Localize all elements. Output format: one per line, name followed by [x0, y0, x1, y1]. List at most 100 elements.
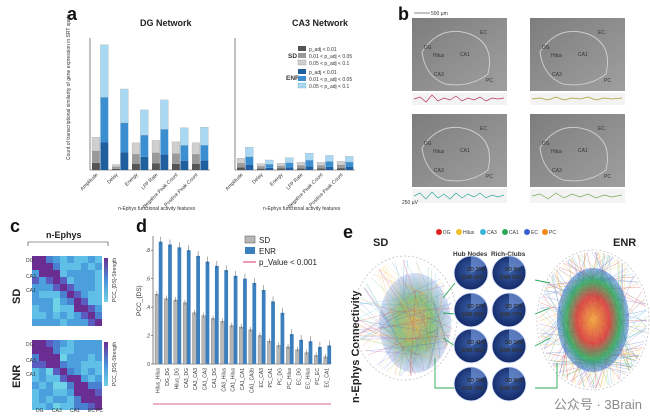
- sd-edge: [392, 262, 411, 293]
- sd-edge: [394, 261, 404, 299]
- sd-edge: [384, 265, 404, 298]
- e-legend-dg: DG: [443, 230, 451, 236]
- heatmap-cell: [95, 361, 102, 368]
- heatmap-cell: [67, 284, 74, 291]
- panel-d-chart: PCC_{DS} 0 .2 .4 .6 .8 Hilus_Hilus DG_DG Hilus…: [136, 235, 332, 405]
- heatmap-cell: [81, 256, 88, 263]
- slice-1-region-pc: PC: [486, 78, 493, 84]
- heatmap-cell: [81, 361, 88, 368]
- slice-3-trace: [413, 191, 505, 200]
- legend-dot-ec: [524, 229, 530, 235]
- e-stat-top: SD 57%: [467, 304, 486, 310]
- heatmap-cell: [53, 284, 60, 291]
- panel-label-a: a: [67, 4, 78, 24]
- slice-2-region-ec: EC: [598, 30, 605, 36]
- heatmap-cell: [32, 319, 39, 326]
- heatmap-cell: [95, 263, 102, 270]
- a-bar-enr-seg: [160, 154, 169, 170]
- slice-2-trace: [531, 96, 623, 101]
- a-bar-enr-seg: [180, 160, 189, 170]
- e-stat-bottom: ENR 90%: [462, 275, 485, 281]
- heatmap-cell: [67, 263, 74, 270]
- heatmap-cell: [32, 284, 39, 291]
- panel-a-ylabel: Count of transcriptional similarity of g…: [66, 14, 72, 160]
- heatmap-cell: [95, 389, 102, 396]
- heatmap-cell: [39, 270, 46, 277]
- sd-edge: [370, 277, 436, 340]
- heatmap-cell: [32, 305, 39, 312]
- slice-4-region-ca3: CA3: [552, 168, 562, 174]
- d-xtick-label: EC_Hilus: [306, 368, 312, 389]
- slice-3: DG Hilus CA3 CA1 EC PC 250 µV: [402, 114, 507, 206]
- heatmap-cell: [67, 319, 74, 326]
- a-bar-enr-seg: [120, 152, 129, 170]
- a-bar-enr-seg: [305, 160, 314, 167]
- a-bar-sd-seg: [236, 158, 246, 164]
- a-bar-enr-seg: [200, 127, 209, 146]
- legend-sd-label: SD: [288, 53, 297, 60]
- heatmap-cell: [53, 382, 60, 389]
- e-stat-top: SD 34%: [505, 340, 524, 346]
- heatmap-cell: [46, 291, 53, 298]
- heatmap-cell: [60, 312, 67, 319]
- heatmap-cell: [88, 375, 95, 382]
- e-stat-bottom: ENR 66%: [500, 348, 523, 354]
- sd-edge: [373, 274, 428, 296]
- a-bar-sd-seg: [152, 163, 160, 170]
- heatmap-cell: [60, 270, 67, 277]
- sd-edge: [404, 260, 408, 297]
- heatmap-cell: [53, 396, 60, 403]
- sd-edge: [359, 337, 420, 355]
- heatmap-cell: [74, 319, 81, 326]
- e-stat-top: SD 96%: [505, 378, 524, 384]
- a-bar-enr-seg: [200, 160, 209, 170]
- heatmap-cell: [32, 256, 39, 263]
- a-bar-enr-seg: [265, 164, 274, 168]
- d-legend-enr-swatch: [245, 247, 255, 254]
- a-bar-enr-seg: [140, 109, 149, 136]
- e-stat-bottom: ENR 77%: [500, 312, 523, 318]
- d-xtick-label: DG_DG: [165, 368, 171, 386]
- heatmap-cell: [46, 340, 53, 347]
- e-stat-top: SD 41%: [467, 340, 486, 346]
- a-bar-sd-seg: [132, 163, 140, 170]
- e-region-legend: DG Hilus CA3 CA1 EC PC: [436, 229, 556, 236]
- e-legend-ca3: CA3: [487, 230, 497, 236]
- c-enr-label-ca1: CA1: [26, 372, 36, 378]
- heatmap-cell: [60, 256, 67, 263]
- sd-edge: [360, 339, 402, 346]
- heatmap-cell: [32, 263, 39, 270]
- legend-sd-t1: p_adj < 0.01: [309, 47, 337, 53]
- dg-network-title: DG Network: [140, 18, 193, 28]
- heatmap-cell: [88, 319, 95, 326]
- a-bar-sd-seg: [257, 168, 265, 170]
- d-bar-enr: [308, 341, 313, 364]
- d-bar-enr: [158, 241, 163, 364]
- heatmap-cell: [81, 319, 88, 326]
- a-bar-enr-seg: [345, 156, 354, 163]
- sd-edge: [358, 301, 439, 322]
- trace-scale-label: 250 µV: [402, 200, 419, 206]
- sd-edge: [356, 317, 397, 335]
- d-bar-sd: [248, 329, 253, 365]
- heatmap-cell: [39, 284, 46, 291]
- slice-2-region-pc: PC: [604, 78, 611, 84]
- d-bar-enr: [280, 312, 285, 364]
- e-stat-top: SD 22%: [505, 304, 524, 310]
- heatmap-cell: [67, 291, 74, 298]
- heatmap-cell: [60, 263, 67, 270]
- d-bar-enr: [327, 345, 332, 364]
- heatmap-cell: [88, 256, 95, 263]
- sd-edge: [400, 330, 452, 344]
- heatmap-cell: [67, 361, 74, 368]
- heatmap-cell: [32, 270, 39, 277]
- heatmap-cell: [88, 361, 95, 368]
- sd-edge: [399, 342, 416, 375]
- sd-edge: [434, 304, 441, 358]
- sd-edge: [365, 350, 421, 355]
- a-bar-sd-seg: [92, 162, 100, 170]
- heatmap-cell: [88, 284, 95, 291]
- heatmap-cell: [74, 270, 81, 277]
